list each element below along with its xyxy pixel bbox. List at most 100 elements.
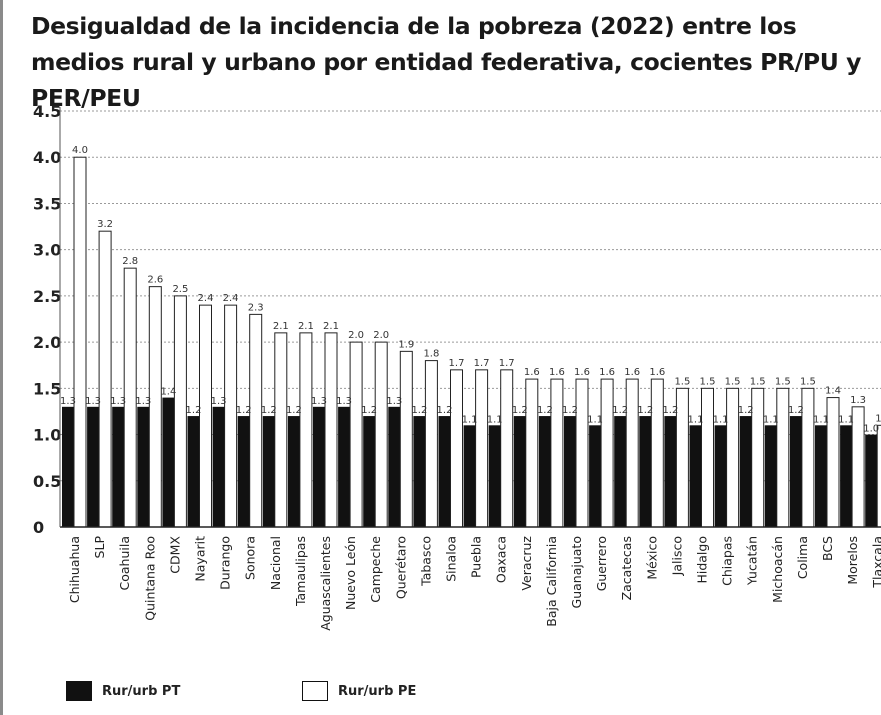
left-border-rule xyxy=(0,0,3,715)
x-axis: Chihuahua SLP Coahuila Quintana Roo CDMX Naya… xyxy=(67,536,881,631)
bar-pt xyxy=(714,425,727,527)
bar-pe xyxy=(650,378,664,528)
x-tick-label: Coahuila xyxy=(117,536,132,591)
bar-pe xyxy=(374,341,388,528)
data-label-pt: 1.1 xyxy=(763,414,779,425)
data-label-pt: 1.2 xyxy=(562,405,578,416)
data-label-pe: 2.1 xyxy=(273,321,289,332)
bar-pt xyxy=(513,416,526,527)
data-label-pt: 1.2 xyxy=(738,405,754,416)
data-label-pt: 1.0 xyxy=(863,424,879,435)
data-label-pt: 1.1 xyxy=(587,414,603,425)
bar-pe xyxy=(324,332,338,528)
y-axis: 0 0.5 1.0 1.5 2.0 2.5 3.0 3.5 4.0 4.5 xyxy=(33,102,881,537)
data-label-pt: 1.2 xyxy=(261,405,277,416)
bar-pt xyxy=(614,416,627,527)
y-tick-label: 2.5 xyxy=(33,287,61,306)
bar-pt xyxy=(262,416,275,527)
bar-pt xyxy=(589,425,602,527)
bar-pe xyxy=(424,360,438,528)
x-tick-label: Tabasco xyxy=(418,536,433,587)
data-label-pe: 2.8 xyxy=(122,256,138,267)
bar-pe xyxy=(349,341,363,528)
data-label-pt: 1.3 xyxy=(211,396,227,407)
data-label-pt: 1.3 xyxy=(135,396,151,407)
x-tick-label: Guerrero xyxy=(594,536,609,591)
data-label-pt: 1.2 xyxy=(537,405,553,416)
data-label-pe: 1.6 xyxy=(524,367,540,378)
legend-item-pt: Rur/urb PT xyxy=(66,680,180,702)
data-label-pe: 1.5 xyxy=(775,376,791,387)
data-label-pe: 2.0 xyxy=(348,330,364,341)
data-label-pe: 1.7 xyxy=(449,358,465,369)
bar-pt xyxy=(212,406,225,527)
x-tick-label: Chihuahua xyxy=(67,536,82,603)
data-label-pt: 1.1 xyxy=(838,414,854,425)
y-tick-label: 4.5 xyxy=(33,102,61,121)
x-tick-label: Nayarit xyxy=(193,536,208,582)
x-tick-label: BCS xyxy=(820,536,835,561)
data-label-pe: 1.5 xyxy=(700,376,716,387)
bar-pe xyxy=(525,378,539,528)
x-tick-label: CDMX xyxy=(167,536,182,574)
data-label-pe: 1.7 xyxy=(474,358,490,369)
data-label-pt: 1.2 xyxy=(186,405,202,416)
bar-pt xyxy=(87,406,100,527)
bar-pt xyxy=(764,425,777,527)
data-label-pt: 1.3 xyxy=(336,396,352,407)
x-tick-label: Michoacán xyxy=(770,536,785,603)
bar-pe xyxy=(73,156,87,528)
data-label-pt: 1.2 xyxy=(411,405,427,416)
x-tick-label: Morelos xyxy=(845,536,860,585)
bar-pt xyxy=(639,416,652,527)
bar-pt xyxy=(865,434,878,527)
data-label-pt: 1.1 xyxy=(813,414,829,425)
chart-title: Desigualdad de la incidencia de la pobre… xyxy=(31,12,862,112)
bar-pt xyxy=(338,406,351,527)
legend-item-pe: Rur/urb PE xyxy=(302,680,416,702)
data-label-pt: 1.2 xyxy=(361,405,377,416)
data-label-pe: 2.0 xyxy=(373,330,389,341)
bar-pe xyxy=(399,350,413,528)
data-label-pe: 1.8 xyxy=(423,349,439,360)
bar-pt xyxy=(287,416,300,527)
bar-pt xyxy=(789,416,802,527)
data-label-pt: 1.1 xyxy=(713,414,729,425)
x-tick-label: Querétaro xyxy=(393,536,408,599)
data-label-pe: 1.6 xyxy=(574,367,590,378)
data-label-pt: 1.1 xyxy=(462,414,478,425)
bar-pt xyxy=(840,425,853,527)
bar-pt xyxy=(363,416,376,527)
data-label-pe: 2.1 xyxy=(323,321,339,332)
y-tick-label: 4.0 xyxy=(33,148,61,167)
x-tick-label: Zacatecas xyxy=(619,536,634,600)
legend-label-pt: Rur/urb PT xyxy=(102,683,181,699)
data-label-pe: 2.6 xyxy=(147,275,163,286)
x-tick-label: Quintana Roo xyxy=(142,536,157,621)
data-label-pe: 3.2 xyxy=(97,219,113,230)
bar-pt xyxy=(488,425,501,527)
bar-pe xyxy=(475,369,489,528)
data-label-pe: 1.5 xyxy=(674,376,690,387)
x-tick-label: Sinaloa xyxy=(444,536,459,582)
data-label-pe: 2.5 xyxy=(172,284,188,295)
bar-pt xyxy=(564,416,576,527)
data-label-pt: 1.2 xyxy=(662,405,678,416)
data-label-pt: 1.3 xyxy=(311,396,327,407)
x-tick-label: Aguascalientes xyxy=(318,536,333,631)
bar-pt xyxy=(137,406,150,527)
bar-pt xyxy=(388,406,401,527)
x-tick-label: Nacional xyxy=(268,536,283,590)
bar-pe xyxy=(249,313,263,528)
legend-label-pe: Rur/urb PE xyxy=(338,683,417,699)
x-tick-label: Oaxaca xyxy=(494,536,509,583)
bar-pe xyxy=(274,332,288,528)
bar-pe xyxy=(450,369,463,528)
y-tick-label: 1.5 xyxy=(33,379,61,398)
x-tick-label: Campeche xyxy=(368,536,383,603)
bar-pe xyxy=(500,369,514,528)
data-label-pe: 1.5 xyxy=(725,376,741,387)
y-tick-label: 3.0 xyxy=(33,241,61,260)
data-label-pt: 1.2 xyxy=(637,405,653,416)
data-label-pe: 1.6 xyxy=(624,367,640,378)
